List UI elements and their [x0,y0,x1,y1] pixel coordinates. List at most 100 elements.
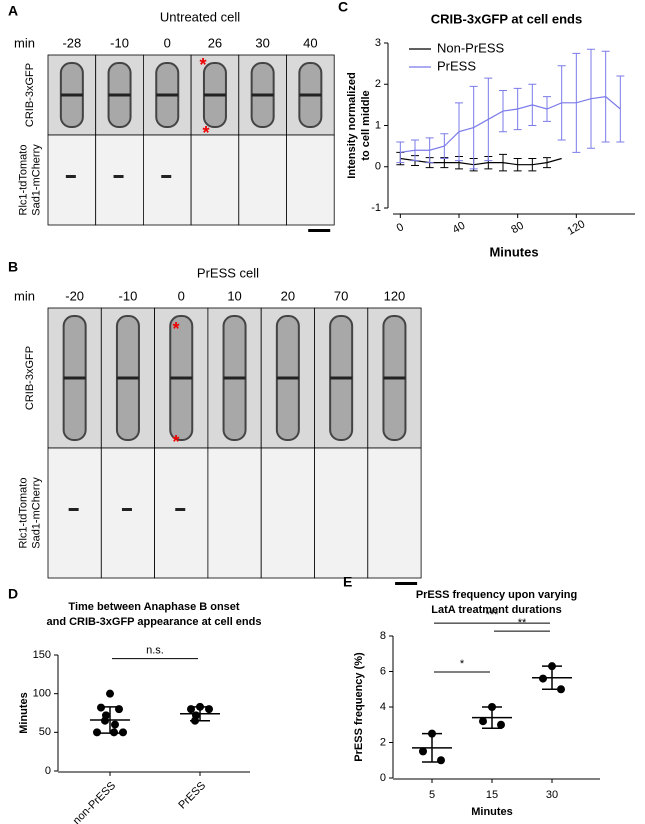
signal [161,175,172,178]
x-axis-label: Minutes [471,806,513,818]
row-label: CRIB-3xGFP [24,63,36,127]
line [400,95,621,153]
y-tick-label: 3 [375,37,381,49]
image-frame [47,447,102,579]
dot [428,729,436,738]
image-frame [286,134,335,226]
dot [419,747,427,756]
y-tick-label: 6 [380,665,386,677]
x-tick-label: 30 [546,789,558,801]
line [400,157,562,166]
dot [437,756,445,765]
time-label: 10 [227,288,241,303]
asterisk: * [202,123,209,143]
row-label: Rlc1-tdTomato [17,478,29,549]
dot [488,703,496,711]
dot [191,716,199,725]
chart-title: Time between Anaphase B onset [68,601,239,613]
panel-title: Untreated cell [160,9,240,24]
y-tick-label: 8 [380,630,386,642]
x-tick-label: 80 [509,220,526,237]
image-frame [47,134,97,226]
time-label: -28 [62,35,81,50]
y-axis-label: Intensity normalized [346,72,358,178]
image-frame [314,447,369,579]
time-unit: min [14,288,35,303]
asterisk: * [199,55,206,75]
scale-bar [395,582,418,585]
time-label: 0 [164,35,171,50]
y-tick-label: 4 [380,701,386,713]
chart-title: CRIB-3xGFP at cell ends [431,11,582,26]
x-axis-label: Minutes [489,244,538,259]
x-tick-label: 5 [429,789,435,801]
chart-title: LatA treatment durations [431,604,561,616]
chart-title: PrESS frequency upon varying [416,589,577,601]
dot [115,705,123,714]
panel-letter: E [343,574,352,590]
y-tick-label: 0 [380,772,386,784]
y-tick-label: -1 [371,202,381,214]
dot [101,716,109,725]
image-frame [207,447,262,579]
dot [548,662,556,671]
time-label: 0 [178,288,185,303]
y-tick-label: 100 [33,688,51,700]
y-tick-label: 150 [33,649,51,661]
dot [110,728,118,737]
dot [497,720,505,729]
image-frame [367,447,422,579]
dot [93,728,101,737]
image-frame [154,447,209,579]
panel-letter: B [8,259,18,275]
time-label: 120 [384,288,406,303]
chart-title: and CRIB-3xGFP appearance at cell ends [47,616,262,628]
dot [119,728,127,737]
y-tick-label: 50 [39,726,51,738]
row-label: Sad1-mCherry [30,144,42,216]
significance: * [460,658,465,670]
asterisk: * [172,319,179,339]
y-tick-label: 0 [45,765,51,777]
significance: *** [486,609,500,621]
dot [111,720,119,729]
row-label: Sad1-mCherry [30,477,42,549]
panel-letter: D [8,586,18,602]
x-tick-label: 40 [451,220,468,237]
y-tick-label: 1 [375,119,381,131]
row-label: Rlc1-tdTomato [17,145,29,216]
scale-bar [308,229,331,232]
x-tick-label: 120 [565,218,587,238]
signal [68,508,79,511]
y-tick-label: 0 [375,161,381,173]
legend-label: PrESS [437,58,476,73]
image-frame [238,134,287,226]
image-frame [100,447,156,579]
dot [479,717,487,726]
y-axis-label: Minutes [18,692,30,734]
dot [187,705,195,714]
time-unit: min [14,35,35,50]
image-frame [95,134,144,226]
x-tick-label: 15 [486,789,498,801]
dot [97,703,105,712]
image-frame [260,447,315,579]
row-label: CRIB-3xGFP [24,346,36,410]
signal [175,508,186,511]
signal [113,175,124,178]
time-label: 70 [334,288,348,303]
panel-title: PrESS cell [197,265,259,280]
y-tick-label: 2 [375,78,381,90]
dot [539,674,547,683]
time-label: 40 [303,35,317,50]
dot [196,702,204,711]
time-label: -20 [65,288,84,303]
x-tick-label: non-PrESS [71,780,118,824]
time-label: 26 [208,35,222,50]
y-axis-label: to cell middle [360,90,372,160]
image-frame [142,134,192,226]
y-axis-label: PrESS frequency (%) [353,652,365,762]
panel-letter: C [338,0,348,15]
